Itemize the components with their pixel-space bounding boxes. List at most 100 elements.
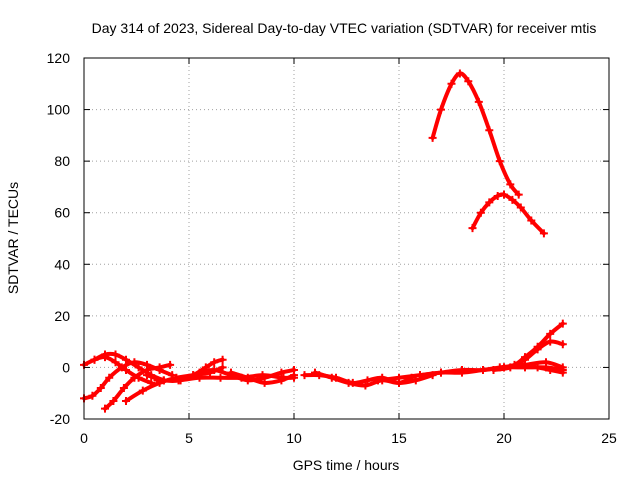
data-point [527, 216, 536, 225]
data-point [468, 224, 477, 233]
data-point [546, 366, 555, 375]
data-point [153, 376, 162, 385]
data-point [546, 329, 555, 338]
data-point [101, 350, 109, 359]
data-point [101, 404, 109, 413]
data-point [90, 355, 99, 364]
data-point [96, 384, 105, 393]
data-point [516, 203, 525, 212]
data-point [88, 391, 97, 400]
y-tick-label: 120 [47, 50, 71, 66]
grid [84, 58, 609, 419]
data-point [134, 363, 143, 372]
y-tick-label: 20 [54, 308, 70, 324]
data-point [542, 358, 550, 367]
data-point [130, 373, 139, 382]
x-tick-label: 25 [601, 430, 617, 446]
data-point [277, 368, 286, 377]
data-point [344, 378, 353, 387]
data-point [485, 198, 494, 207]
data-point [464, 77, 473, 86]
y-tick-labels: -20 0 20 40 60 80 100 120 [47, 50, 71, 427]
data-point [260, 378, 269, 387]
data-point [109, 396, 118, 405]
data-point [290, 371, 298, 380]
data-point [105, 373, 114, 382]
x-tick-label: 20 [496, 430, 512, 446]
data-point [122, 366, 130, 375]
data-point [458, 368, 466, 377]
series-line [376, 365, 565, 383]
series-6 [101, 360, 175, 413]
series-7 [122, 363, 227, 405]
series-line [430, 71, 521, 197]
data-point [455, 69, 464, 78]
data-point [533, 363, 542, 372]
data-point [437, 368, 445, 377]
data-point [300, 371, 309, 380]
data-point [363, 376, 372, 385]
y-axis-label: SDTVAR / TECUs [5, 182, 21, 294]
x-tick-labels: 0 5 10 15 20 25 [80, 430, 617, 446]
x-tick-label: 10 [286, 430, 302, 446]
data-point [489, 366, 498, 375]
data-point [243, 373, 252, 382]
data-point [533, 345, 542, 354]
data-point [210, 358, 219, 367]
series-2 [468, 190, 548, 238]
data-point [195, 368, 204, 377]
data-point [558, 319, 567, 328]
data-point [111, 358, 120, 367]
y-tick-label: 60 [54, 205, 70, 221]
data-point [428, 133, 437, 142]
data-point [122, 355, 130, 364]
series-1 [428, 69, 523, 199]
data-point [374, 376, 382, 385]
data-point [558, 340, 567, 349]
data-point [311, 368, 319, 377]
data-point [174, 376, 183, 385]
data-point [521, 355, 529, 364]
chart-title: Day 314 of 2023, Sidereal Day-to-day VTE… [92, 20, 597, 36]
data-point [437, 105, 445, 114]
data-point [361, 381, 370, 390]
data-point [216, 373, 225, 382]
data-point [514, 190, 523, 199]
data-point [474, 97, 483, 106]
data-point [277, 376, 286, 385]
data-point [493, 191, 502, 200]
data-point [485, 126, 494, 135]
data-point [210, 366, 219, 375]
data-point [395, 373, 403, 382]
x-tick-label: 15 [391, 430, 407, 446]
data-point [539, 229, 548, 238]
data-point [416, 371, 424, 380]
ticks [83, 57, 610, 420]
y-tick-label: 0 [62, 359, 70, 375]
plot-frame [83, 57, 610, 420]
data-point [327, 373, 336, 382]
x-axis-label: GPS time / hours [293, 457, 400, 473]
data-point [111, 350, 120, 359]
data-point [122, 396, 130, 405]
data-point [227, 368, 235, 377]
series-line [470, 192, 546, 236]
data-point [155, 363, 164, 372]
data-point [506, 180, 515, 189]
data-point [495, 157, 504, 166]
data-point [143, 371, 151, 380]
data-point [119, 384, 128, 393]
data-point [476, 208, 485, 217]
series-11 [227, 368, 298, 387]
data-point [500, 363, 508, 372]
series-13 [311, 368, 416, 390]
data-point [138, 386, 147, 395]
y-tick-label: 80 [54, 153, 70, 169]
y-tick-label: -20 [50, 411, 70, 427]
data-point [166, 360, 175, 369]
x-tick-label: 0 [80, 430, 88, 446]
series-layer [80, 69, 567, 413]
y-tick-label: 40 [54, 256, 70, 272]
data-point [500, 190, 508, 199]
